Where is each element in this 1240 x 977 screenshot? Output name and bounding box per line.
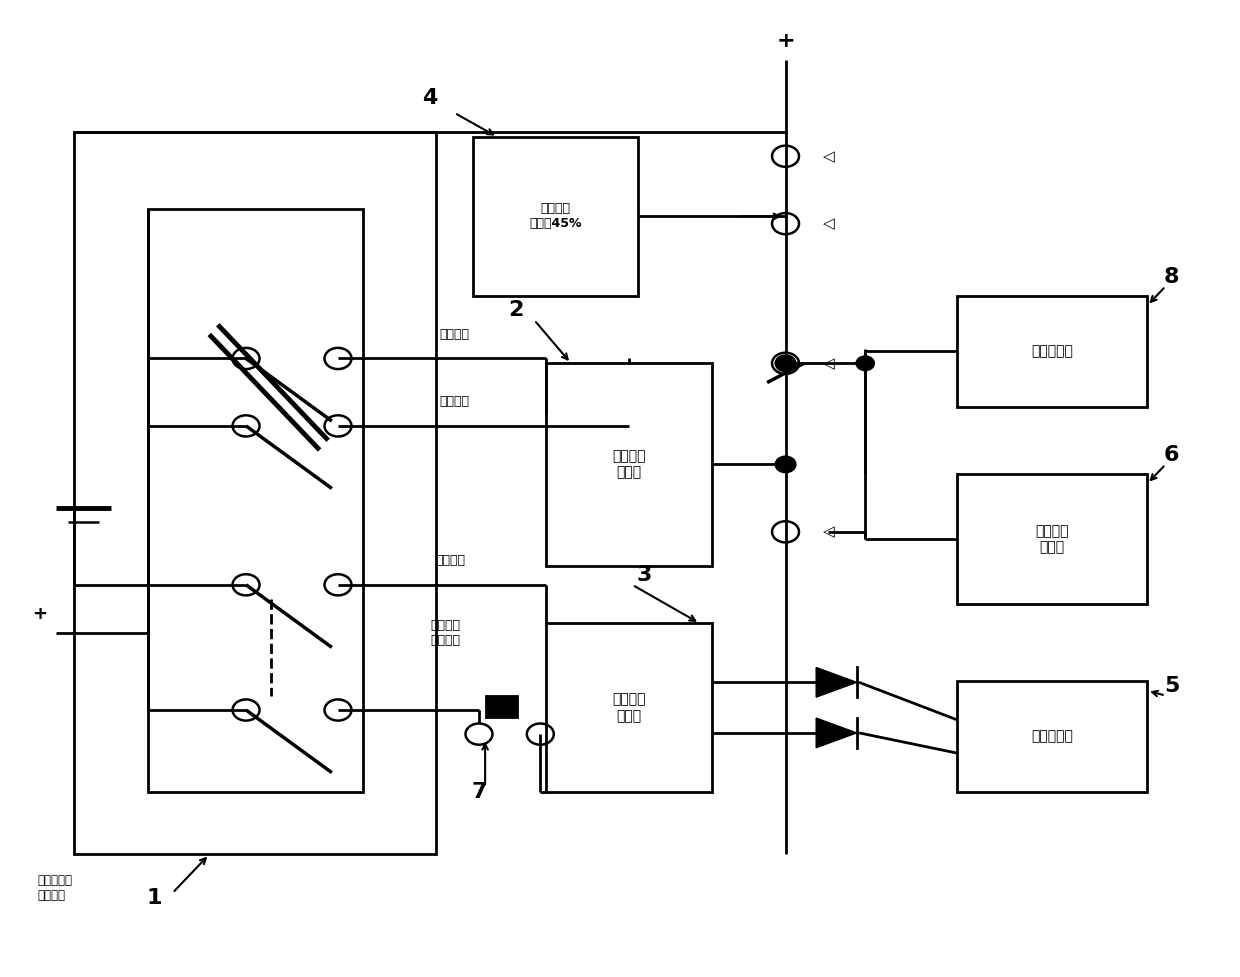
Circle shape (857, 357, 874, 370)
Bar (957, 681, 1147, 792)
Text: 3: 3 (637, 565, 652, 585)
Text: 控制发动
机停车: 控制发动 机停车 (613, 693, 646, 723)
Text: 5: 5 (1164, 676, 1179, 696)
Bar (74, 132, 436, 855)
Text: ◁: ◁ (822, 525, 835, 539)
Circle shape (776, 356, 795, 371)
Text: 停车控制: 停车控制 (435, 554, 466, 568)
Bar (486, 696, 517, 717)
Circle shape (776, 456, 795, 472)
Text: 发动机冷
起动控制: 发动机冷 起动控制 (430, 619, 460, 647)
Text: +: + (776, 30, 795, 51)
Text: 发动机转
速大于45%: 发动机转 速大于45% (529, 202, 582, 231)
Polygon shape (816, 667, 857, 698)
Bar (957, 296, 1147, 406)
Text: 起动发电机: 起动发电机 (1032, 344, 1073, 359)
Text: 发动机起
动点火: 发动机起 动点火 (1035, 524, 1069, 554)
Bar (957, 474, 1147, 604)
Text: 1: 1 (146, 888, 162, 908)
Text: 慢车控制: 慢车控制 (439, 396, 470, 408)
Text: 发动机起动
停车控制: 发动机起动 停车控制 (37, 873, 73, 902)
Text: 7: 7 (471, 782, 487, 802)
Bar (547, 363, 712, 566)
Text: 停车电磁阀: 停车电磁阀 (1032, 730, 1073, 743)
Text: 6: 6 (1164, 445, 1179, 465)
Bar (148, 209, 362, 792)
Text: 控制发动
机起动: 控制发动 机起动 (613, 449, 646, 480)
Text: +: + (32, 605, 47, 622)
Text: 4: 4 (423, 89, 438, 108)
Text: 2: 2 (508, 300, 523, 320)
Text: ◁: ◁ (822, 356, 835, 371)
Bar (472, 137, 639, 296)
Text: ◁: ◁ (822, 149, 835, 164)
Text: 8: 8 (1164, 267, 1179, 286)
Text: ◁: ◁ (822, 216, 835, 232)
Polygon shape (816, 718, 857, 747)
Text: 飞行控制: 飞行控制 (439, 328, 470, 341)
Bar (547, 623, 712, 792)
